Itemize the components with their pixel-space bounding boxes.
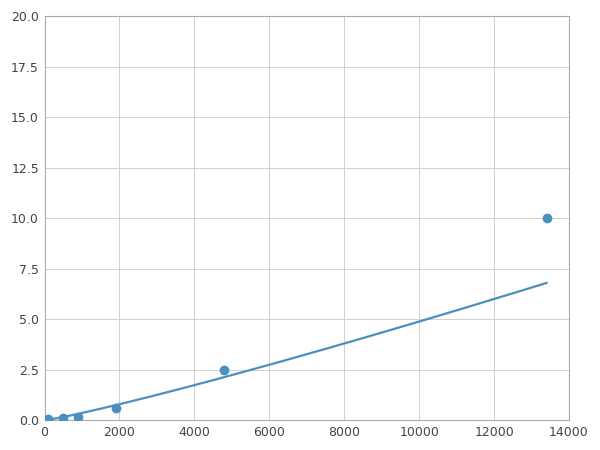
Point xyxy=(73,413,83,420)
Point xyxy=(111,405,121,412)
Point xyxy=(220,366,229,373)
Point xyxy=(58,414,68,422)
Point xyxy=(542,215,551,222)
Point xyxy=(43,416,53,423)
